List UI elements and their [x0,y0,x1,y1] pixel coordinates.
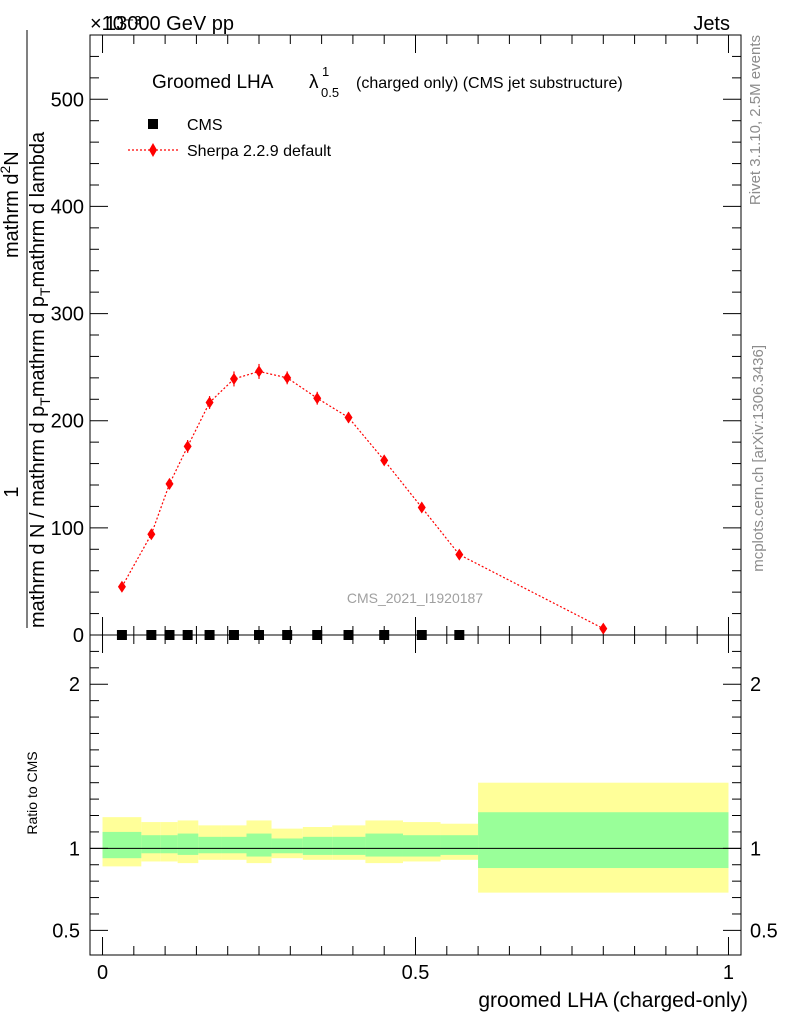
ylabel-num-a: mathrm d [1,174,23,258]
legend-sherpa-label: Sherpa 2.2.9 default [187,143,332,160]
ratio-green-band [102,831,142,859]
ratio-frame [89,634,742,956]
ratio-ylabel: Ratio to CMS [24,751,40,834]
ratio-green-band [365,833,403,857]
main-ytick-label: 300 [51,304,84,326]
sherpa-point [205,396,214,409]
ratio-ytick-label-left: 2 [69,674,80,696]
ratio-ytick-label-left: 1 [69,838,80,860]
ratio-green-band [177,833,199,855]
svg-text:mathrm d N / mathrm d pTmathrm: mathrm d N / mathrm d pTmathrm d pTmathr… [27,131,53,628]
sherpa-point [183,440,192,453]
analysis-watermark: CMS_2021_I1920187 [347,590,483,606]
ylabel-bottom-c: mathrm d lambda [27,131,49,287]
main-ytick-label: 200 [51,411,84,433]
title-prefix: Groomed LHA [152,72,274,93]
ratio-ytick-label-right: 2 [750,674,761,696]
ratio-green-band [246,833,272,857]
ylabel-bottom-b-sub: T [37,287,53,296]
ratio-xtick-label: 0 [97,962,108,984]
sherpa-point [313,392,322,405]
ratio-ytick-label-right: 0.5 [750,920,778,942]
main-ylabel: 1 mathrm d N / mathrm d pTmathrm d pTmat… [0,30,53,628]
sherpa-point [344,411,353,424]
sherpa-point [283,371,292,384]
svg-text:mathrm d2N: mathrm d2N [0,151,23,258]
main-axis-ticks [90,34,741,636]
main-ytick-label: 400 [51,196,84,218]
ylabel-bottom-a-sub: T [37,397,53,406]
header-multiplier: ×10⁻³ [90,13,141,35]
ylabel-fraction-top: 1 [1,486,23,497]
ratio-green-band [198,836,222,854]
ratio-green-band [478,812,729,869]
legend-sherpa-marker [149,143,157,157]
ratio-xtick-label: 1 [723,962,734,984]
ratio-green-band [141,835,161,854]
main-ytick-label: 100 [51,518,84,540]
sherpa-point [599,622,608,635]
rivet-label: Rivet 3.1.10, 2.5M events [747,35,764,205]
ratio-panel: 0.5 0.5 1 1 2 2 0 0.5 1 [52,634,778,984]
x-axis-label: groomed LHA (charged-only) [478,989,748,1012]
ylabel-num-sup: 2 [0,166,13,174]
title-sup: 1 [322,64,329,79]
legend-cms-marker [148,119,158,129]
main-ytick-label: 500 [51,89,84,111]
sherpa-point [165,477,174,490]
ratio-green-band [221,836,247,854]
ratio-tick-labels: 0.5 0.5 1 1 2 2 0 0.5 1 [52,674,778,984]
ratio-xtick-label: 0.5 [402,962,430,984]
title-lambda: λ [309,72,319,93]
ylabel-numerator: mathrm d2N [0,151,23,258]
ylabel-bottom-a: mathrm d N / mathrm d p [27,406,49,628]
sherpa-point [417,501,426,514]
ratio-green-band [160,835,178,854]
header-energy: 13000 GeV pp [105,13,234,35]
ylabel-num-b: N [1,151,23,165]
main-tick-labels: 0 100 200 300 400 500 [51,89,84,647]
ylabel-bottom-b: mathrm d p [27,296,49,397]
ratio-bands [102,782,729,893]
legend: CMS Sherpa 2.2.9 default [128,117,332,160]
sherpa-point [380,454,389,467]
header-jets: Jets [693,13,730,35]
chart-title: Groomed LHA λ 1 0.5 (charged only) (CMS … [152,64,623,100]
ratio-axis-ticks [90,635,741,955]
title-sub: 0.5 [321,85,339,100]
main-ytick-label: 0 [73,625,84,647]
ratio-green-band [332,836,366,855]
ylabel-bottom: mathrm d N / mathrm d pTmathrm d pTmathr… [27,131,53,628]
sherpa-point [117,580,126,593]
sherpa-point [455,548,464,561]
sherpa-point [147,528,156,541]
ratio-green-band [440,835,479,855]
ratio-green-band [302,836,333,855]
ratio-ytick-label-left: 0.5 [52,920,80,942]
sherpa-line [121,370,604,630]
ratio-green-band [271,838,303,854]
sherpa-point [229,372,238,385]
ratio-green-band [402,835,441,857]
title-suffix: (charged only) (CMS jet substructure) [356,75,623,92]
mcplots-label: mcplots.cern.ch [arXiv:1306.3436] [750,345,767,572]
legend-cms-label: CMS [187,117,223,134]
ratio-ytick-label-right: 1 [750,838,761,860]
sherpa-point [255,365,264,378]
